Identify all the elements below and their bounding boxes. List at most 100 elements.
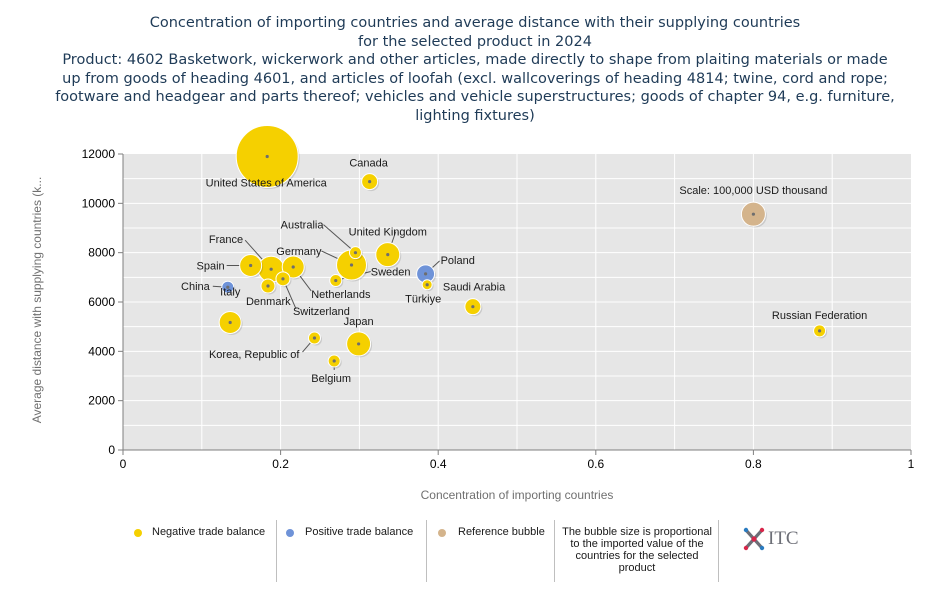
- bubble-center-dot: [269, 267, 273, 271]
- x-tick-label: 0.6: [587, 457, 604, 471]
- legend-label: Reference bubble: [458, 526, 545, 538]
- bubble-canada: [361, 173, 380, 192]
- tick-labels: 0 0.2 0.4 0.6 0.8 1 0 2000 4000 6000 8000 10000 1200…: [82, 147, 915, 471]
- logo-text: ITC: [768, 528, 799, 549]
- point-label: Italy: [220, 286, 241, 298]
- bubble-saudi-arabia: [464, 298, 483, 317]
- point-label: United Kingdom: [349, 227, 427, 239]
- point-label: Denmark: [246, 296, 291, 308]
- title-line: lighting fixtures): [415, 107, 535, 124]
- y-tick-label: 2000: [88, 394, 115, 408]
- bubble-center-dot: [751, 212, 756, 216]
- chart-title: Concentration of importing countries and…: [0, 14, 950, 125]
- bubble-center-dot: [266, 284, 270, 288]
- bubble-italy: [218, 310, 243, 335]
- legend-label: Negative trade balance: [152, 526, 266, 538]
- title-line: footware and headgear and parts thereof;…: [55, 89, 895, 105]
- reference-dot-icon: [438, 529, 446, 537]
- negative-dot-icon: [134, 529, 142, 537]
- bubble-united-states-of-america: [235, 124, 300, 189]
- title-line: Concentration of importing countries and…: [149, 15, 801, 31]
- bubble-center-dot: [228, 320, 232, 325]
- positive-dot-icon: [286, 529, 294, 537]
- point-label: Japan: [344, 316, 374, 328]
- bubble-center-dot: [265, 154, 269, 159]
- point-label: Poland: [441, 255, 475, 267]
- x-tick-label: 0.4: [430, 457, 447, 471]
- bubble-poland: [416, 264, 437, 285]
- point-label: Switzerland: [293, 306, 350, 318]
- bubble-center-dot: [312, 336, 317, 340]
- title-line: Product: 4602 Basketwork, wickerwork and…: [62, 52, 888, 68]
- legend-item-negative[interactable]: Negative trade balance: [126, 520, 276, 582]
- y-tick-label: 6000: [88, 295, 115, 309]
- legend-divider: [718, 520, 719, 582]
- x-tick-label: 1: [908, 457, 915, 471]
- bubble-china: [221, 280, 236, 295]
- bubble-netherlands: [281, 255, 306, 280]
- x-axis-title: Concentration of importing countries: [421, 488, 614, 502]
- y-tick-label: 12000: [82, 147, 116, 161]
- bubble-center-dot: [817, 329, 822, 333]
- legend-item-reference[interactable]: Reference bubble: [426, 520, 554, 582]
- legend-note: The bubble size is proportional to the i…: [562, 526, 712, 574]
- itc-logo: ITC: [742, 526, 812, 556]
- bubble-center-dot: [353, 251, 358, 255]
- bubble-russian-federation: [813, 324, 828, 339]
- point-labels: United States of America Canada Scale: 100…: [181, 158, 867, 385]
- bubble-t-rkiye: [421, 279, 434, 292]
- bubble-center-dot: [425, 283, 429, 287]
- legend: Negative trade balance Positive trade ba…: [126, 520, 726, 582]
- bubble-center-dot: [281, 277, 285, 281]
- legend-divider: [426, 520, 427, 582]
- bubble-japan: [346, 331, 373, 358]
- point-label: Spain: [197, 260, 225, 272]
- bubble-australia: [348, 246, 363, 261]
- point-label: United States of America: [206, 177, 328, 189]
- y-axis-title: Average distance with supplying countrie…: [30, 177, 44, 424]
- bubble-belgium: [327, 354, 342, 369]
- bubble-center-dot: [357, 342, 361, 346]
- point-label: Scale: 100,000 USD thousand: [679, 185, 827, 197]
- legend-divider: [554, 520, 555, 582]
- title-line: up from goods of heading 4601, and artic…: [62, 70, 888, 87]
- point-label: Australia: [281, 220, 325, 232]
- bubble-center-dot: [471, 305, 475, 309]
- y-tick-label: 8000: [88, 246, 115, 260]
- itc-mark-icon: [743, 527, 765, 551]
- point-label: Belgium: [311, 373, 351, 385]
- label-leader-line: [323, 224, 356, 254]
- bubble-sweden: [329, 274, 344, 289]
- point-label: Türkiye: [405, 294, 441, 306]
- title-line: for the selected product in 2024: [358, 33, 592, 50]
- bubble-center-dot: [349, 263, 354, 267]
- bubble-spain: [239, 253, 264, 278]
- bubbles: [218, 124, 828, 369]
- x-tick-label: 0: [120, 457, 127, 471]
- y-tick-label: 10000: [82, 196, 116, 210]
- point-label: Sweden: [371, 267, 411, 279]
- y-tick-label: 0: [108, 443, 115, 457]
- bubble-center-dot: [334, 278, 338, 283]
- axes: [118, 153, 912, 455]
- point-label: Canada: [349, 158, 388, 170]
- point-label: Saudi Arabia: [443, 282, 506, 294]
- x-tick-label: 0.8: [745, 457, 762, 471]
- y-tick-label: 4000: [88, 344, 115, 358]
- bubble-united-kingdom: [375, 242, 402, 269]
- legend-divider: [276, 520, 277, 582]
- x-tick-label: 0.2: [272, 457, 289, 471]
- point-label: France: [209, 234, 243, 246]
- bubble-center-dot: [249, 263, 253, 268]
- bubble-center-dot: [226, 285, 230, 289]
- bubble-center-dot: [368, 180, 372, 184]
- bubble-center-dot: [386, 253, 390, 257]
- bubble-korea-republic-of: [307, 331, 322, 346]
- bubble-center-dot: [291, 265, 295, 269]
- point-label: Korea, Republic of: [209, 349, 300, 361]
- legend-item-positive[interactable]: Positive trade balance: [276, 520, 426, 582]
- point-label: Russian Federation: [772, 310, 867, 322]
- bubble-denmark: [260, 278, 277, 295]
- point-label: China: [181, 281, 211, 293]
